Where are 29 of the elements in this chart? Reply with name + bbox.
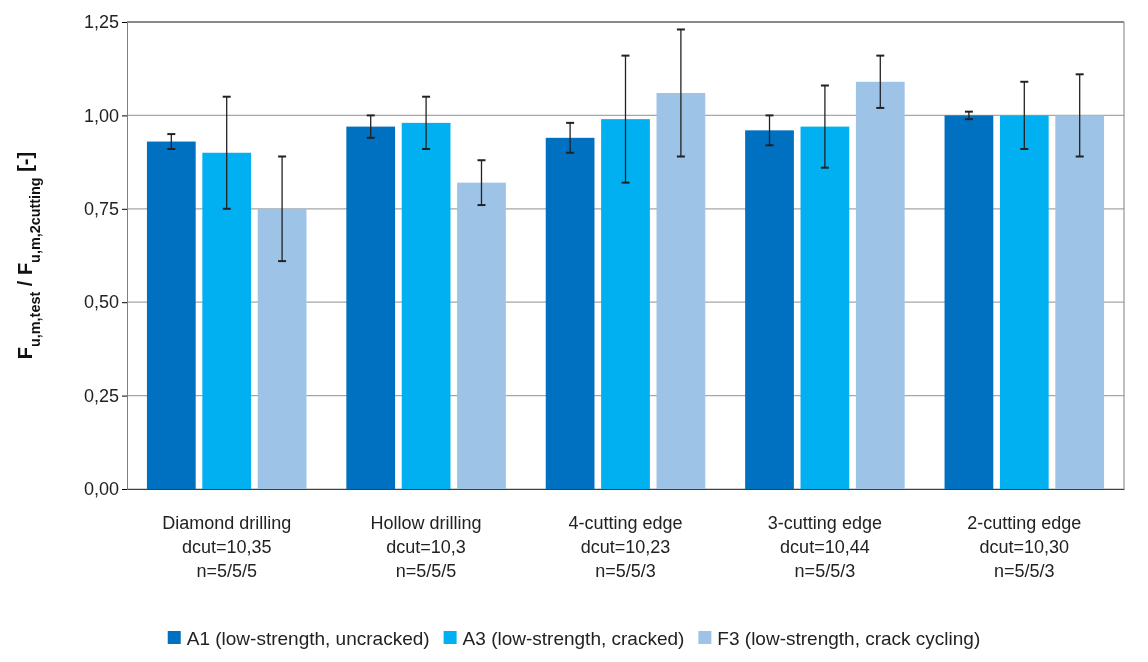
legend-label: F3 (low-strength, crack cycling) (717, 627, 981, 649)
bar (457, 182, 506, 489)
y-tick-label: 0,25 (83, 385, 119, 406)
bar (257, 208, 307, 489)
y-tick-label: 0,00 (83, 479, 119, 500)
x-tick-label: Diamond drilling dcut=10,35 n=5/5/5 (162, 513, 292, 581)
x-tick-label: 3-cutting edge dcut=10,44 n=5/5/3 (767, 513, 882, 581)
bar (855, 81, 905, 489)
bar (146, 141, 196, 489)
bar (656, 92, 706, 489)
x-tick-label: 2-cutting edge dcut=10,30 n=5/5/3 (967, 513, 1082, 581)
bar (346, 126, 396, 489)
x-tick-label: Hollow drilling dcut=10,3 n=5/5/5 (370, 513, 482, 581)
bar (401, 122, 451, 489)
y-tick-label: 1,25 (83, 12, 119, 33)
y-tick-label: 0,75 (83, 199, 119, 220)
bar (545, 137, 595, 489)
bar (745, 130, 794, 489)
legend-label: A1 (low-strength, uncracked) (186, 627, 430, 649)
bar (601, 119, 650, 489)
y-tick-label: 1,00 (83, 105, 119, 126)
y-tick-label: 0,50 (83, 292, 119, 313)
bar (1055, 115, 1105, 489)
bar (944, 115, 994, 489)
bar (800, 126, 850, 489)
bar (999, 115, 1049, 489)
bar (202, 152, 252, 489)
legend-label: A3 (low-strength, cracked) (462, 627, 685, 649)
x-tick-label: 4-cutting edge dcut=10,23 n=5/5/3 (568, 513, 683, 581)
